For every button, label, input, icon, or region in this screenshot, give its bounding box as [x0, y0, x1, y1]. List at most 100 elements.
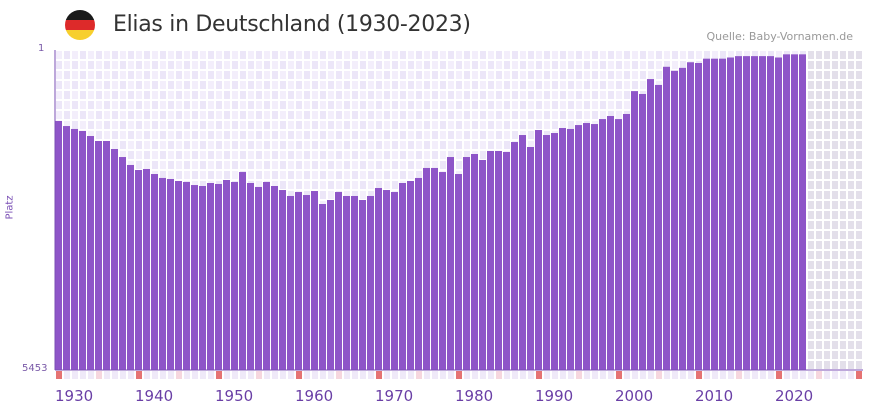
- bar-2014: [727, 57, 734, 370]
- grid-cell: [168, 171, 174, 179]
- bar-1992: [551, 133, 558, 370]
- grid-cell: [256, 141, 262, 149]
- grid-cell: [192, 131, 198, 139]
- year-marker: [200, 371, 206, 379]
- grid-cell: [120, 51, 126, 59]
- grid-cell: [816, 291, 822, 299]
- year-marker: [488, 371, 494, 379]
- grid-cell: [408, 141, 414, 149]
- year-marker: [408, 371, 414, 379]
- grid-cell: [344, 51, 350, 59]
- grid-cell: [504, 141, 510, 149]
- grid-cell: [840, 251, 846, 259]
- grid-cell: [160, 51, 166, 59]
- bar-2000: [615, 119, 622, 370]
- grid-cell: [344, 71, 350, 79]
- grid-cell: [512, 61, 518, 69]
- grid-cell: [368, 71, 374, 79]
- grid-cell: [344, 191, 350, 199]
- grid-cell: [696, 51, 702, 59]
- grid-cell: [408, 131, 414, 139]
- grid-cell: [264, 101, 270, 109]
- grid-cell: [856, 361, 862, 369]
- bar-2017: [751, 56, 758, 370]
- grid-cell: [216, 101, 222, 109]
- grid-cell: [224, 131, 230, 139]
- grid-cell: [808, 121, 814, 129]
- source-link[interactable]: Quelle: Baby-Vornamen.de: [706, 30, 853, 43]
- grid-cell: [168, 141, 174, 149]
- grid-cell: [240, 111, 246, 119]
- grid-cell: [408, 71, 414, 79]
- grid-cell: [432, 161, 438, 169]
- grid-cell: [152, 61, 158, 69]
- grid-cell: [840, 121, 846, 129]
- grid-cell: [808, 241, 814, 249]
- grid-cell: [208, 151, 214, 159]
- grid-cell: [328, 91, 334, 99]
- grid-cell: [288, 91, 294, 99]
- grid-cell: [848, 271, 854, 279]
- bar-1976: [423, 167, 430, 370]
- grid-cell: [832, 201, 838, 209]
- grid-cell: [256, 51, 262, 59]
- grid-cell: [832, 141, 838, 149]
- grid-cell: [608, 81, 614, 89]
- grid-cell: [416, 131, 422, 139]
- grid-cell: [216, 161, 222, 169]
- grid-cell: [536, 121, 542, 129]
- year-marker: [128, 371, 134, 379]
- grid-cell: [224, 141, 230, 149]
- bar-1937: [111, 149, 118, 370]
- grid-cell: [496, 131, 502, 139]
- grid-cell: [560, 81, 566, 89]
- grid-cell: [272, 81, 278, 89]
- grid-cell: [144, 121, 150, 129]
- year-marker: [440, 371, 446, 379]
- year-marker: [688, 371, 694, 379]
- bar-1983: [479, 159, 486, 370]
- grid-cell: [160, 141, 166, 149]
- grid-cell: [856, 301, 862, 309]
- grid-cell: [856, 131, 862, 139]
- grid-cell: [848, 291, 854, 299]
- year-marker: [480, 371, 486, 379]
- grid-cell: [592, 51, 598, 59]
- grid-cell: [344, 161, 350, 169]
- bar-2022: [791, 54, 798, 370]
- grid-cell: [808, 91, 814, 99]
- grid-cell: [120, 121, 126, 129]
- grid-cell: [56, 71, 62, 79]
- grid-cell: [600, 81, 606, 89]
- grid-cell: [408, 151, 414, 159]
- grid-cell: [216, 71, 222, 79]
- grid-cell: [232, 81, 238, 89]
- grid-cell: [200, 101, 206, 109]
- grid-cell: [184, 131, 190, 139]
- grid-cell: [120, 141, 126, 149]
- grid-cell: [824, 161, 830, 169]
- grid-cell: [112, 131, 118, 139]
- bar-2003: [639, 93, 646, 370]
- grid-cell: [56, 51, 62, 59]
- year-marker: [800, 371, 806, 379]
- flag-stripe-gold: [65, 30, 95, 40]
- grid-cell: [256, 61, 262, 69]
- grid-cell: [72, 71, 78, 79]
- grid-cell: [392, 151, 398, 159]
- grid-cell: [808, 151, 814, 159]
- grid-cell: [520, 121, 526, 129]
- grid-cell: [848, 211, 854, 219]
- grid-cell: [240, 51, 246, 59]
- grid-cell: [336, 61, 342, 69]
- bar-1978: [439, 172, 446, 370]
- year-marker: [416, 371, 422, 379]
- grid-cell: [248, 71, 254, 79]
- grid-cell: [840, 281, 846, 289]
- grid-cell: [832, 191, 838, 199]
- grid-cell: [448, 91, 454, 99]
- grid-cell: [328, 131, 334, 139]
- grid-cell: [128, 101, 134, 109]
- grid-cell: [208, 131, 214, 139]
- grid-cell: [192, 51, 198, 59]
